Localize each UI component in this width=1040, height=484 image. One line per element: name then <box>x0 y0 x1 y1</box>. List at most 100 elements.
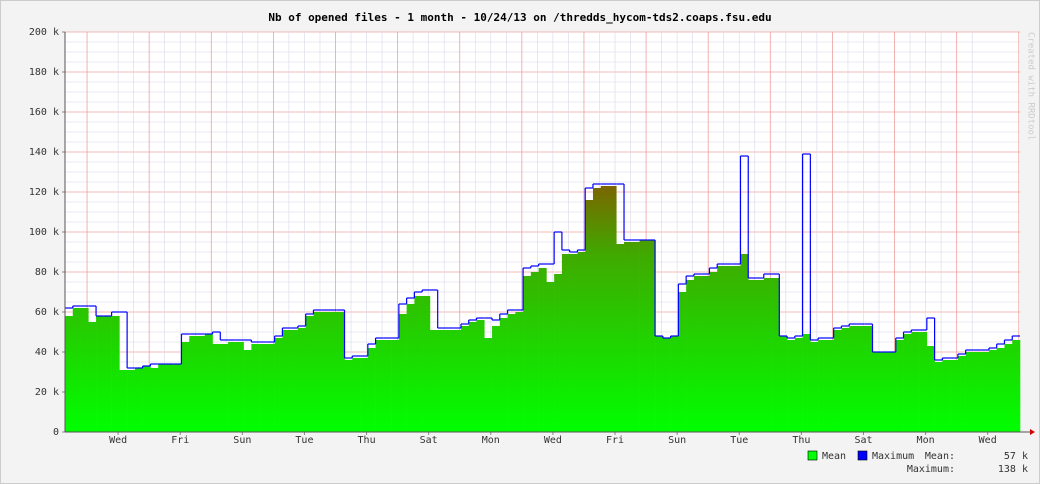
mean-step <box>756 280 765 432</box>
mean-step <box>266 344 275 432</box>
mean-step <box>942 360 951 432</box>
chart-title: Nb of opened files - 1 month - 10/24/13 … <box>268 11 771 24</box>
mean-step <box>631 242 640 432</box>
mean-step <box>391 340 400 432</box>
x-tick-label: Thu <box>792 435 810 446</box>
mean-step <box>274 338 283 432</box>
mean-step <box>305 316 314 432</box>
mean-step <box>429 330 438 432</box>
mean-step <box>507 314 516 432</box>
mean-step <box>352 358 361 432</box>
y-tick-label: 20 k <box>35 387 59 398</box>
x-tick-label: Mon <box>482 435 500 446</box>
marks <box>65 153 1021 432</box>
mean-step <box>282 330 291 432</box>
mean-step <box>833 330 842 432</box>
mean-step <box>398 314 407 432</box>
mean-step <box>717 266 726 432</box>
mean-step <box>1004 344 1013 432</box>
mean-step <box>818 340 827 432</box>
mean-step <box>72 308 81 432</box>
x-tick-label: Tue <box>730 435 748 446</box>
mean-step <box>841 328 850 432</box>
mean-step <box>375 340 384 432</box>
mean-step <box>554 274 563 432</box>
x-tick-label: Sat <box>420 435 438 446</box>
mean-step <box>616 244 625 432</box>
legend: Mean Maximum Mean: 57 k Maximum: 138 k <box>807 450 1028 475</box>
mean-step <box>592 188 602 432</box>
y-tick-label: 40 k <box>35 347 59 358</box>
mean-step <box>336 312 345 432</box>
mean-step <box>763 278 772 432</box>
mean-step <box>926 346 935 432</box>
mean-step <box>484 338 493 432</box>
x-tick-label: Wed <box>544 435 562 446</box>
mean-step <box>919 332 928 432</box>
summary-value: 138 k <box>998 464 1028 475</box>
mean-step <box>499 318 508 432</box>
mean-step <box>787 340 796 432</box>
mean-step <box>988 350 998 432</box>
mean-step <box>492 326 501 432</box>
mean-step <box>810 342 819 432</box>
y-tick-label: 140 k <box>29 147 59 158</box>
y-tick-label: 160 k <box>29 107 59 118</box>
mean-step <box>701 276 710 432</box>
y-tick-label: 80 k <box>35 267 59 278</box>
mean-step <box>530 272 539 432</box>
mean-step <box>965 352 974 432</box>
x-tick-label: Sat <box>854 435 872 446</box>
mean-step <box>367 348 376 432</box>
mean-step <box>344 360 353 432</box>
x-tick-label: Sun <box>668 435 686 446</box>
y-tick-label: 100 k <box>29 227 59 238</box>
mean-step <box>585 200 594 432</box>
watermark: Created with RRDtool <box>1026 32 1036 140</box>
summary-value: 57 k <box>1004 451 1028 462</box>
mean-step <box>647 240 656 432</box>
y-tick-label: 180 k <box>29 67 59 78</box>
mean-step <box>888 352 897 432</box>
mean-step <box>414 296 423 432</box>
mean-step <box>561 254 570 432</box>
axes: 0 20 k 40 k 60 k 80 k 100 k 120 k 140 k 160 k 180… <box>29 27 1035 446</box>
mean-step <box>297 328 306 432</box>
mean-step <box>655 336 664 432</box>
x-tick-label: Thu <box>358 435 376 446</box>
mean-step <box>973 352 982 432</box>
x-tick-label: Wed <box>109 435 127 446</box>
mean-step <box>686 280 695 432</box>
mean-step <box>422 296 431 432</box>
mean-step <box>732 266 741 432</box>
mean-step <box>600 186 609 432</box>
mean-step <box>360 358 369 432</box>
mean-step <box>779 336 788 432</box>
mean-step <box>220 344 229 432</box>
mean-step <box>639 240 648 432</box>
mean-step <box>934 362 943 432</box>
mean-step <box>903 334 912 432</box>
mean-step <box>670 336 679 432</box>
x-tick-label: Mon <box>917 435 935 446</box>
mean-step <box>150 368 159 432</box>
mean-step <box>134 368 143 432</box>
x-tick-label: Sun <box>233 435 251 446</box>
mean-step <box>212 344 221 432</box>
mean-step <box>290 330 299 432</box>
mean-step <box>569 254 578 432</box>
mean-step <box>724 266 734 432</box>
mean-step <box>802 334 811 432</box>
x-tick-label: Wed <box>979 435 997 446</box>
mean-step <box>228 342 237 432</box>
y-tick-label: 120 k <box>29 187 59 198</box>
mean-step <box>864 326 873 432</box>
legend-label: Mean <box>822 451 846 462</box>
mean-step <box>158 364 167 432</box>
mean-step <box>453 330 462 432</box>
mean-step <box>515 312 524 432</box>
mean-step <box>119 370 128 432</box>
mean-step <box>65 316 74 432</box>
